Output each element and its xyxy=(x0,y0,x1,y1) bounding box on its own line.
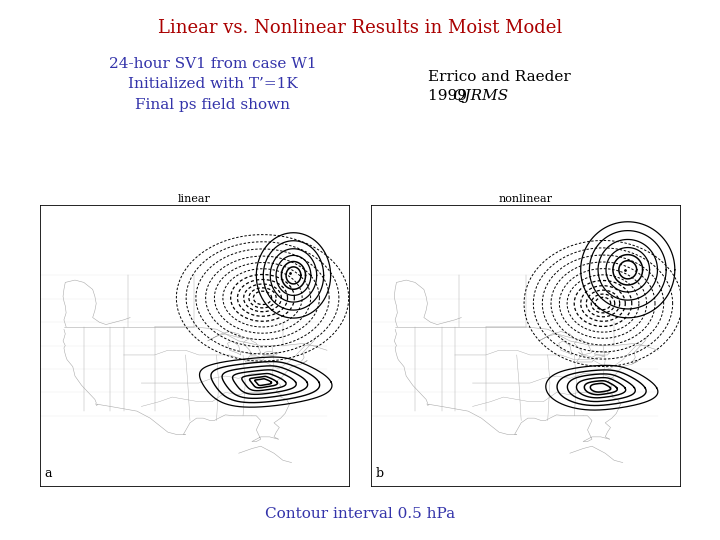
Text: Contour interval 0.5 hPa: Contour interval 0.5 hPa xyxy=(265,507,455,521)
Text: b: b xyxy=(375,468,384,481)
Text: QJRMS: QJRMS xyxy=(452,89,508,103)
Text: Errico and Raeder: Errico and Raeder xyxy=(428,70,571,84)
Title: nonlinear: nonlinear xyxy=(498,194,553,205)
Text: a: a xyxy=(44,468,52,481)
Text: 24-hour SV1 from case W1
Initialized with T’=1K
Final ps field shown: 24-hour SV1 from case W1 Initialized wit… xyxy=(109,57,316,112)
Text: 1999: 1999 xyxy=(428,89,472,103)
Text: Linear vs. Nonlinear Results in Moist Model: Linear vs. Nonlinear Results in Moist Mo… xyxy=(158,19,562,37)
Title: linear: linear xyxy=(178,194,211,205)
